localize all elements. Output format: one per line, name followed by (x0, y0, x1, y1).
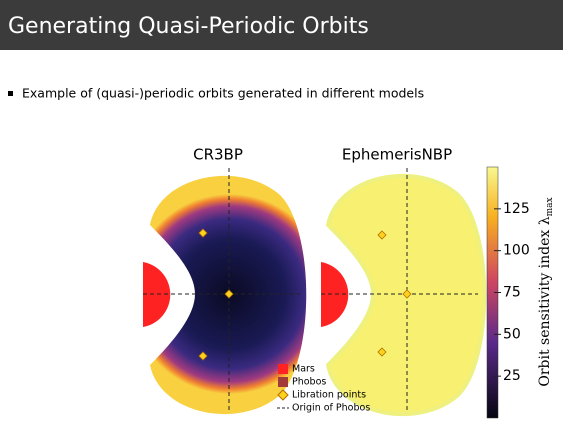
panel-right (321, 168, 487, 417)
colorbar-tick-label: 25 (503, 368, 521, 384)
panel-title: EphemerisNBP (342, 146, 452, 164)
colorbar-tick-label: 50 (503, 326, 521, 342)
mars (143, 262, 171, 327)
legend: Mars Phobos Libration points Origin of P… (277, 364, 370, 414)
legend-label: Mars (292, 364, 315, 375)
legend-label: Origin of Phobos (292, 403, 370, 414)
colorbar-tick-label: 75 (503, 285, 521, 301)
colorbar-label: Orbit sensitivity index λmax (537, 197, 555, 386)
colorbar-tick-label: 100 (503, 243, 530, 259)
bullet-marker (8, 91, 13, 96)
bullet-text: Example of (quasi-)periodic orbits gener… (22, 86, 424, 101)
panel-title: CR3BP (193, 146, 243, 164)
mars (321, 262, 349, 327)
legend-label: Libration points (292, 390, 366, 401)
legend-label: Phobos (292, 377, 326, 388)
title-bar (0, 0, 563, 50)
colorbar-tick-label: 125 (503, 201, 530, 217)
libration-points (198, 228, 412, 361)
slide-title: Generating Quasi-Periodic Orbits (8, 14, 369, 39)
